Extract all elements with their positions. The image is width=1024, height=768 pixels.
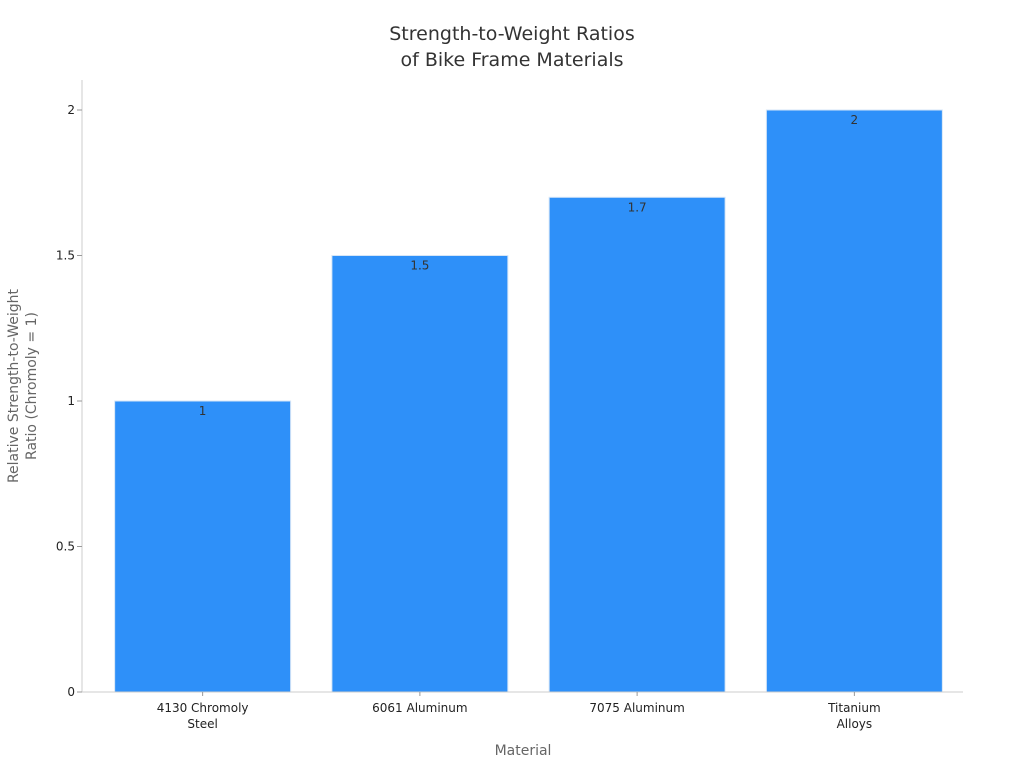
- bar-data-label: 2: [851, 113, 859, 127]
- y-axis-title: Relative Strength-to-Weight Ratio (Chromo…: [6, 288, 40, 483]
- y-tick-label: 1: [67, 394, 75, 408]
- bar-data-label: 1.5: [410, 259, 429, 273]
- y-ticks: 0 0.5 1 1.5 2: [56, 103, 82, 699]
- bars: [114, 109, 943, 693]
- x-tick-label: Titanium Alloys: [827, 701, 881, 731]
- x-tick-label: 4130 Chromoly Steel: [157, 701, 249, 731]
- axes: [81, 80, 963, 693]
- bar-data-label: 1: [199, 404, 207, 418]
- y-tick-label: 0: [67, 685, 75, 699]
- bar: [765, 109, 943, 693]
- x-tick-label: 7075 Aluminum: [589, 701, 684, 715]
- y-tick-label: 1.5: [56, 249, 75, 263]
- x-axis-title-text: Material: [495, 743, 552, 759]
- bar: [114, 400, 292, 693]
- x-tick-label: 6061 Aluminum: [372, 701, 467, 715]
- x-axis-title: Material: [495, 743, 552, 759]
- y-axis-title-text: Relative Strength-to-Weight Ratio (Chromo…: [6, 288, 40, 483]
- y-tick-label: 2: [67, 103, 75, 117]
- bar-data-label: 1.7: [628, 200, 647, 214]
- y-tick-label: 0.5: [56, 540, 75, 554]
- data-labels: 1 1.5 1.7 2: [199, 113, 858, 418]
- chart-title-line: of Bike Frame Materials: [400, 49, 623, 71]
- x-ticks: 4130 Chromoly Steel 6061 Aluminum 7075 Alum…: [157, 692, 881, 731]
- chart-title: Strength-to-Weight Ratios of Bike Frame M…: [389, 23, 634, 71]
- bar: [331, 255, 509, 693]
- bar: [548, 196, 726, 693]
- chart-title-line: Strength-to-Weight Ratios: [389, 23, 634, 45]
